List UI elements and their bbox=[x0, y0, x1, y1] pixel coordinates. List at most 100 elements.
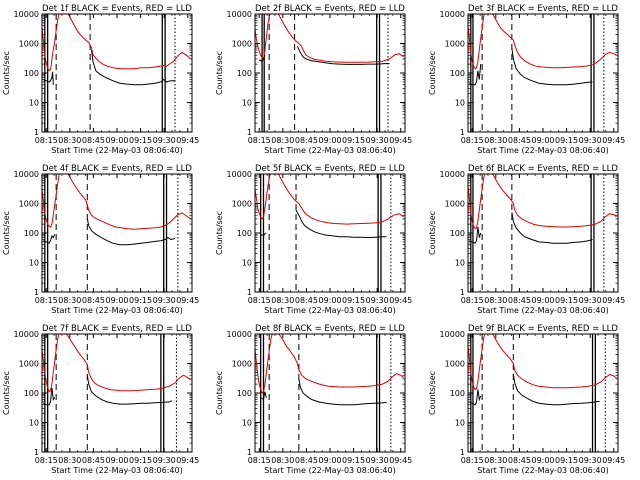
lld-series-line bbox=[255, 334, 404, 394]
y-tick-label: 100 bbox=[237, 389, 252, 398]
chart-title: Det 7f BLACK = Events, RED = LLD bbox=[42, 324, 192, 334]
events-series-line bbox=[258, 55, 266, 62]
y-axis-label: Counts/sec bbox=[2, 371, 11, 415]
events-series-line bbox=[511, 212, 593, 244]
x-tick-label: 08:15 bbox=[461, 136, 484, 145]
lld-series-line bbox=[42, 334, 191, 393]
plot-area bbox=[255, 334, 404, 452]
x-tick-label: 09:15 bbox=[129, 136, 152, 145]
x-tick-label: 09:15 bbox=[555, 296, 578, 305]
x-tick-label: 08:30 bbox=[58, 296, 81, 305]
y-axis-label: Counts/sec bbox=[428, 371, 437, 415]
x-tick-label: 08:30 bbox=[271, 296, 294, 305]
events-series-line bbox=[295, 209, 387, 239]
x-tick-label: 09:45 bbox=[389, 296, 412, 305]
x-tick-label: 09:15 bbox=[129, 296, 152, 305]
events-series-line bbox=[512, 373, 600, 406]
x-tick-label: 09:00 bbox=[318, 136, 341, 145]
plot-area bbox=[468, 334, 617, 452]
y-tick-label: 10 bbox=[29, 99, 39, 108]
lld-series-line bbox=[255, 174, 404, 225]
events-series-line bbox=[260, 391, 267, 401]
plot-frame bbox=[467, 173, 619, 293]
chart-title: Det 5f BLACK = Events, RED = LLD bbox=[255, 164, 405, 174]
events-series-line bbox=[469, 226, 482, 244]
y-tick-label: 100 bbox=[24, 69, 39, 78]
x-tick-label: 09:45 bbox=[176, 296, 199, 305]
x-tick-label: 08:15 bbox=[461, 296, 484, 305]
y-tick-label: 100 bbox=[24, 229, 39, 238]
x-tick-label: 09:00 bbox=[531, 296, 554, 305]
events-series-line bbox=[43, 71, 54, 85]
x-tick-label: 08:15 bbox=[248, 296, 271, 305]
y-tick-label: 10000 bbox=[440, 170, 465, 179]
y-tick-label: 10000 bbox=[440, 330, 465, 339]
y-tick-label: 1000 bbox=[19, 200, 39, 209]
plot-area bbox=[42, 14, 191, 132]
x-tick-label: 09:15 bbox=[129, 456, 152, 465]
x-tick-label: 09:30 bbox=[366, 136, 389, 145]
x-tick-label: 08:15 bbox=[461, 456, 484, 465]
plot-frame bbox=[467, 13, 619, 133]
x-tick-label: 08:30 bbox=[484, 296, 507, 305]
x-axis-label: Start Time (22-May-03 08:06:40) bbox=[51, 466, 182, 475]
x-tick-label: 08:30 bbox=[484, 136, 507, 145]
y-tick-label: 10000 bbox=[14, 10, 39, 19]
x-tick-label: 09:15 bbox=[342, 136, 365, 145]
x-tick-label: 09:00 bbox=[531, 456, 554, 465]
y-tick-label: 1000 bbox=[445, 360, 465, 369]
lld-series-line bbox=[468, 174, 617, 230]
x-tick-label: 09:30 bbox=[579, 296, 602, 305]
y-tick-label: 1000 bbox=[232, 40, 252, 49]
x-tick-label: 08:45 bbox=[508, 296, 531, 305]
x-tick-label: 08:45 bbox=[82, 136, 105, 145]
x-tick-label: 09:00 bbox=[531, 136, 554, 145]
x-tick-label: 09:00 bbox=[318, 296, 341, 305]
chart-panel-4: Det 4f BLACK = Events, RED = LLD Counts/s… bbox=[2, 164, 199, 315]
x-tick-label: 09:00 bbox=[105, 296, 128, 305]
y-axis-label: Counts/sec bbox=[2, 211, 11, 255]
plot-frame bbox=[41, 173, 193, 293]
chart-title: Det 2f BLACK = Events, RED = LLD bbox=[255, 4, 405, 14]
x-tick-label: 08:30 bbox=[58, 136, 81, 145]
y-axis-label: Counts/sec bbox=[215, 371, 224, 415]
x-tick-label: 09:45 bbox=[176, 456, 199, 465]
plot-area bbox=[468, 174, 617, 292]
plot-area bbox=[42, 174, 191, 292]
x-tick-label: 09:15 bbox=[342, 296, 365, 305]
y-axis-label: Counts/sec bbox=[215, 51, 224, 95]
x-axis-label: Start Time (22-May-03 08:06:40) bbox=[264, 146, 395, 155]
chart-title: Det 4f BLACK = Events, RED = LLD bbox=[42, 164, 192, 174]
x-tick-label: 09:45 bbox=[389, 456, 412, 465]
x-tick-label: 08:45 bbox=[295, 136, 318, 145]
x-tick-label: 09:30 bbox=[366, 296, 389, 305]
x-tick-label: 08:15 bbox=[248, 136, 271, 145]
x-axis-label: Start Time (22-May-03 08:06:40) bbox=[51, 306, 182, 315]
y-tick-label: 1000 bbox=[445, 200, 465, 209]
chart-title: Det 8f BLACK = Events, RED = LLD bbox=[255, 324, 405, 334]
chart-panel-5: Det 5f BLACK = Events, RED = LLD Counts/s… bbox=[215, 164, 412, 315]
x-axis-label: Start Time (22-May-03 08:06:40) bbox=[477, 466, 608, 475]
plot-area bbox=[255, 174, 404, 292]
chart-panel-2: Det 2f BLACK = Events, RED = LLD Counts/s… bbox=[215, 4, 412, 155]
x-tick-label: 09:45 bbox=[602, 136, 625, 145]
y-tick-label: 10000 bbox=[227, 10, 252, 19]
plot-frame bbox=[254, 173, 406, 293]
events-series-line bbox=[86, 218, 176, 246]
x-tick-label: 09:30 bbox=[153, 456, 176, 465]
y-tick-label: 10 bbox=[242, 259, 252, 268]
plot-area bbox=[468, 14, 617, 132]
x-axis-label: Start Time (22-May-03 08:06:40) bbox=[264, 306, 395, 315]
x-tick-label: 09:30 bbox=[366, 456, 389, 465]
x-tick-label: 09:15 bbox=[342, 456, 365, 465]
x-tick-label: 09:00 bbox=[105, 456, 128, 465]
x-tick-label: 09:30 bbox=[153, 296, 176, 305]
x-axis-label: Start Time (22-May-03 08:06:40) bbox=[477, 306, 608, 315]
events-series-line bbox=[91, 49, 175, 86]
x-tick-label: 08:45 bbox=[508, 136, 531, 145]
y-tick-label: 1000 bbox=[232, 360, 252, 369]
plot-frame bbox=[41, 333, 193, 453]
y-tick-label: 10000 bbox=[227, 330, 252, 339]
